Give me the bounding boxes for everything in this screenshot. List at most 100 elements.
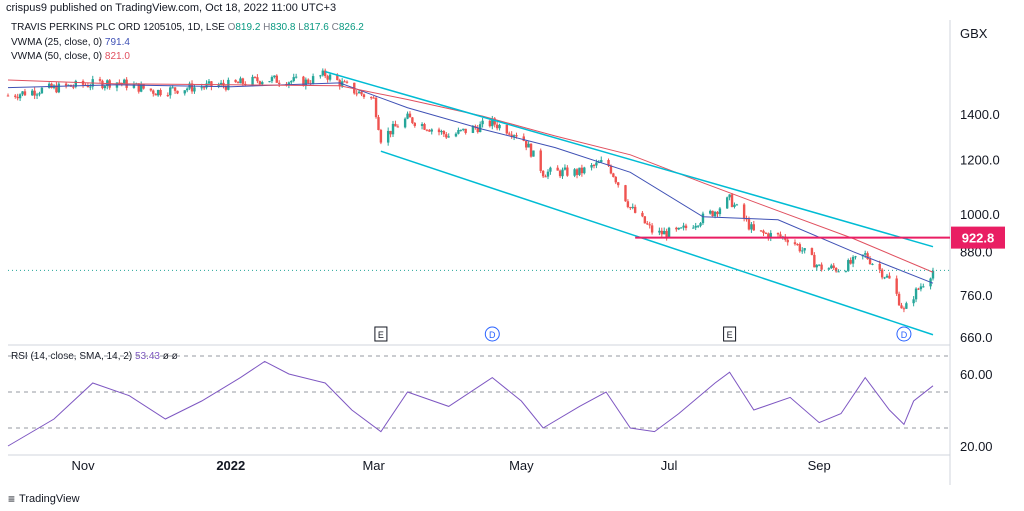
candle-up	[815, 265, 818, 268]
candle-up	[21, 91, 24, 95]
candle-down	[236, 82, 240, 84]
axes-group: GBX1400.01200.01000.0880.0760.0660.0922.…	[72, 26, 1005, 473]
candle-up	[883, 277, 886, 279]
candle-up	[200, 87, 203, 89]
candle-up	[817, 264, 821, 266]
price-tick-label: 1000.0	[960, 207, 1000, 222]
candle-down	[14, 95, 17, 97]
candle-up	[844, 271, 848, 273]
candle-down	[820, 264, 823, 270]
candle-down	[575, 169, 579, 175]
candle-down	[16, 96, 19, 99]
candle-down	[6, 95, 10, 97]
candle-up	[682, 225, 685, 228]
candle-up	[546, 171, 550, 177]
candle-down	[253, 76, 257, 78]
candle-down	[624, 185, 627, 202]
candle-up	[18, 94, 22, 99]
candle-down	[646, 223, 649, 225]
candle-down	[866, 253, 869, 260]
candle-down	[798, 244, 802, 252]
candle-down	[166, 95, 170, 97]
candle-down	[345, 81, 349, 83]
candle-up	[67, 84, 70, 86]
candle-up	[527, 143, 530, 148]
candle-down	[868, 259, 872, 265]
candle-down	[377, 117, 380, 130]
candle-up	[207, 81, 211, 84]
vwma50-value: 821.0	[104, 51, 130, 62]
candle-up	[321, 70, 324, 76]
candle-down	[275, 75, 278, 83]
candle-down	[796, 244, 799, 246]
time-tick-label: Nov	[72, 458, 96, 473]
candle-down	[278, 82, 281, 84]
candle-up	[40, 87, 44, 94]
candle-up	[847, 260, 850, 272]
candle-up	[251, 76, 254, 86]
candle-down	[612, 173, 615, 177]
candle-up	[631, 206, 634, 208]
candle-down	[626, 201, 630, 208]
channel-upper-line	[325, 70, 934, 248]
candle-up	[261, 82, 264, 85]
candle-up	[922, 286, 925, 288]
candle-up	[357, 91, 361, 94]
candle-down	[234, 79, 237, 83]
candle-up	[692, 227, 695, 229]
time-tick-label: Jul	[661, 458, 678, 473]
candle-down	[529, 143, 533, 157]
candle-up	[287, 82, 291, 86]
tradingview-brand: TradingView	[19, 493, 80, 505]
candle-down	[515, 135, 518, 137]
candle-up	[532, 150, 535, 157]
candle-up	[919, 286, 923, 290]
candle-up	[491, 118, 494, 127]
candle-down	[888, 275, 891, 279]
candle-down	[437, 129, 441, 133]
candle-up	[430, 129, 433, 132]
candle-up	[462, 128, 465, 130]
candle-up	[304, 79, 308, 87]
candle-up	[583, 167, 586, 174]
candle-up	[663, 230, 666, 235]
tradingview-footer[interactable]: ≡ TradingView	[8, 492, 80, 506]
candle-down	[767, 233, 770, 239]
candle-down	[684, 225, 688, 229]
candle-up	[481, 120, 484, 125]
candle-up	[885, 275, 889, 278]
price-tick-label: 660.0	[960, 330, 993, 345]
candle-up	[679, 227, 683, 229]
candle-up	[578, 167, 581, 175]
candle-down	[556, 167, 559, 171]
candle-down	[23, 91, 27, 96]
candle-down	[413, 122, 417, 126]
candle-up	[270, 77, 274, 82]
candle-up	[123, 79, 126, 84]
candle-down	[747, 219, 751, 230]
candle-up	[38, 93, 41, 95]
price-tick-label: 760.0	[960, 288, 993, 303]
candle-up	[830, 265, 833, 269]
candle-down	[648, 224, 651, 226]
candle-down	[711, 210, 714, 217]
candle-down	[541, 170, 545, 177]
candle-down	[394, 123, 397, 127]
vwma25-legend: VWMA (25, close, 0) 791.4	[11, 37, 130, 48]
candle-up	[854, 256, 857, 258]
candle-down	[832, 265, 835, 268]
earnings-marker	[723, 326, 737, 342]
candle-up	[837, 271, 840, 273]
candle-down	[779, 234, 782, 237]
candle-up	[156, 90, 160, 96]
candle-down	[423, 124, 426, 130]
candle-up	[74, 80, 78, 87]
candle-down	[592, 164, 596, 166]
candle-up	[769, 232, 772, 239]
candle-down	[202, 87, 206, 89]
candle-down	[355, 93, 358, 95]
candle-up	[185, 88, 189, 91]
candle-down	[425, 129, 429, 131]
